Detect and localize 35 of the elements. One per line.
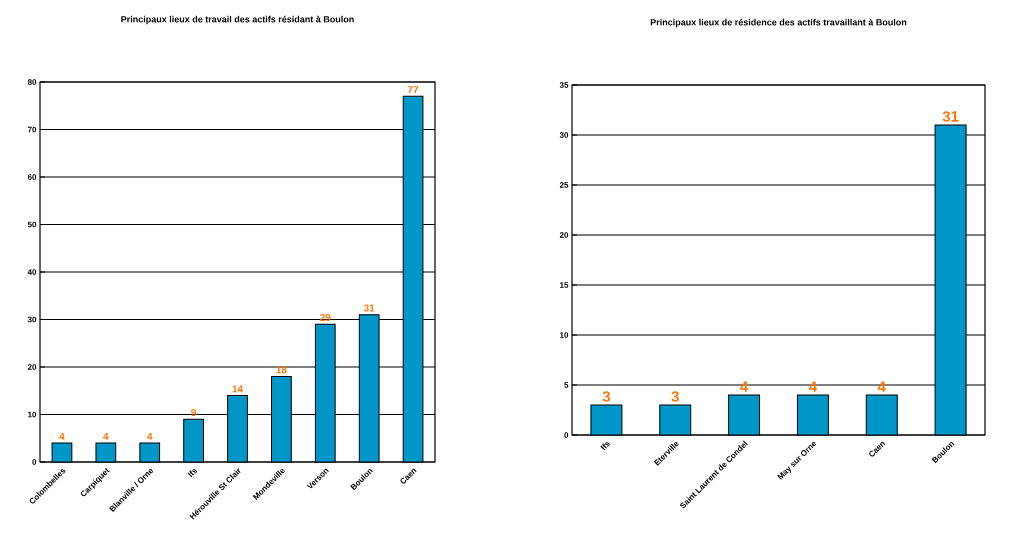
data-label: 31 (942, 111, 959, 122)
y-tick-label: 5 (564, 382, 569, 388)
data-label: 9 (191, 408, 197, 417)
x-tick-label: Ifs (600, 441, 610, 451)
y-tick-label: 30 (27, 316, 37, 323)
y-tick-label: 20 (559, 232, 569, 238)
data-label: 18 (276, 366, 287, 374)
data-label: 3 (602, 391, 611, 402)
y-tick-label: 10 (560, 332, 569, 338)
y-tick-label: 35 (559, 82, 569, 88)
y-tick-label: 15 (560, 282, 569, 288)
y-tick-label: 30 (559, 132, 569, 138)
data-label: 4 (808, 381, 818, 392)
y-tick-label: 40 (27, 269, 37, 275)
data-label: 4 (740, 381, 749, 392)
y-tick-label: 70 (27, 126, 37, 133)
y-tick-label: 25 (559, 182, 569, 188)
data-label: 77 (407, 86, 419, 94)
data-label: 4 (103, 432, 109, 440)
data-label: 4 (59, 432, 65, 440)
x-tick-label: Ifs (187, 468, 197, 478)
y-tick-label: 0 (32, 459, 37, 465)
y-tick-label: 10 (28, 411, 37, 418)
data-label: 3 (671, 391, 679, 402)
y-tick-label: 20 (27, 364, 37, 370)
data-label: 14 (232, 385, 244, 393)
y-tick-label: 80 (27, 79, 37, 85)
data-label: 4 (877, 381, 886, 392)
data-label: 4 (147, 432, 153, 440)
chart-title: Principaux lieux de résidence des actifs travaillant à Boulon (650, 18, 907, 28)
y-tick-label: 0 (564, 432, 569, 438)
chart-title: Principaux lieux de travail des actifs résidant à Boulon (121, 15, 354, 25)
y-tick-label: 60 (27, 174, 37, 180)
y-tick-label: 50 (27, 221, 37, 228)
data-label: 31 (363, 304, 375, 312)
